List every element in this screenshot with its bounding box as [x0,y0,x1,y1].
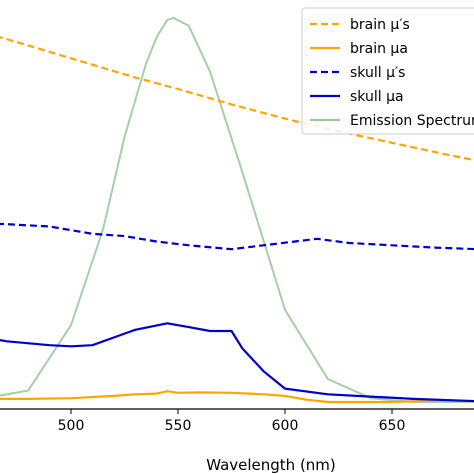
legend-label-0: brain μ′s [350,17,410,33]
legend-box [301,7,474,135]
legend-label-4: Emission Spectrum [350,113,474,129]
series-line-0 [0,36,474,162]
axes: 500 550 600 650 [0,408,474,434]
series-line-3 [0,322,474,403]
legend: brain μ′s brain μa skull μ′s skull μa Emissi… [301,7,474,135]
legend-label-3: skull μa [350,89,404,105]
series-line-2 [0,222,474,251]
x-tick-label-0: 500 [58,418,85,434]
series-line-1 [0,390,474,404]
x-tick-label-2: 600 [272,418,299,434]
x-tick-label-1: 550 [165,418,192,434]
x-tick-label-3: 650 [379,418,406,434]
series-line-4 [0,17,474,403]
plot-area [0,17,474,404]
x-axis-label: Wavelength (nm) [206,456,336,474]
legend-label-1: brain μa [350,41,408,57]
legend-label-2: skull μ′s [350,65,405,81]
